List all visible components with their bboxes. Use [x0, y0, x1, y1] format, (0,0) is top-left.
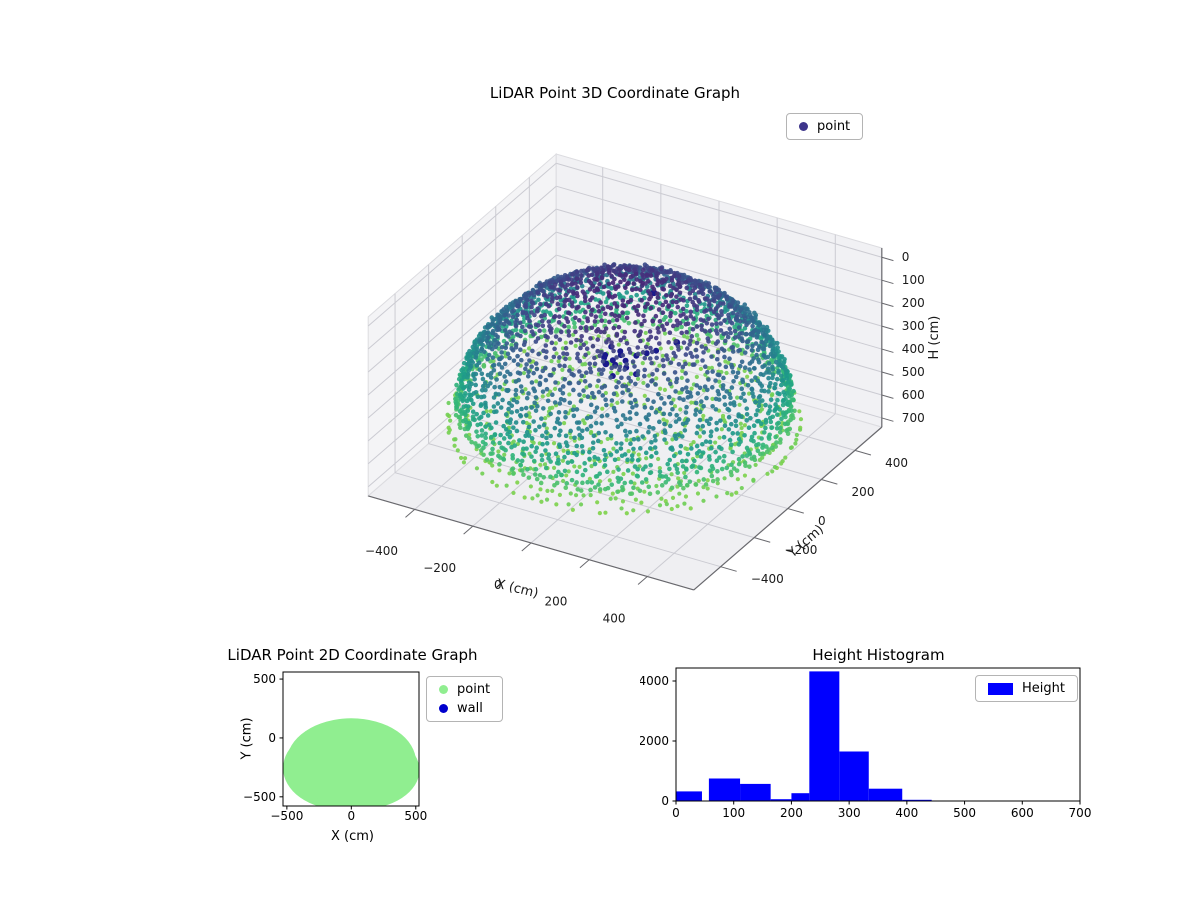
histogram-title: Height Histogram — [812, 646, 945, 664]
plot-3d-canvas — [300, 120, 940, 660]
legend-label-height: Height — [1022, 681, 1065, 696]
svg-text:600: 600 — [1011, 806, 1034, 820]
svg-text:500: 500 — [404, 809, 427, 823]
wall-marker-icon — [439, 704, 448, 713]
plot-2d-legend: point wall — [426, 676, 504, 722]
svg-text:100: 100 — [722, 806, 745, 820]
histogram-legend: Height — [975, 675, 1078, 702]
legend-entry-height: Height — [988, 681, 1065, 696]
svg-text:0: 0 — [268, 731, 276, 745]
legend-label-point: point — [457, 682, 491, 697]
height-bar-swatch-icon — [988, 682, 1013, 695]
svg-text:700: 700 — [1069, 806, 1092, 820]
point-marker-icon — [439, 685, 448, 694]
svg-text:0: 0 — [348, 809, 356, 823]
plot-2d-ylabel: Y (cm) — [239, 717, 255, 760]
plot-3d-title: LiDAR Point 3D Coordinate Graph — [489, 84, 741, 102]
point-marker-icon — [799, 122, 808, 131]
plot-2d-title: LiDAR Point 2D Coordinate Graph — [227, 646, 478, 664]
svg-text:−500: −500 — [243, 790, 276, 804]
legend-label-wall: wall — [457, 701, 483, 716]
plot-3d-legend: point — [786, 113, 864, 140]
svg-text:400: 400 — [895, 806, 918, 820]
svg-text:−500: −500 — [270, 809, 303, 823]
legend-entry-point: point — [799, 119, 850, 134]
svg-text:300: 300 — [838, 806, 861, 820]
svg-text:500: 500 — [253, 672, 276, 686]
svg-text:0: 0 — [661, 794, 669, 808]
legend-entry-wall: wall — [439, 701, 490, 716]
svg-text:0: 0 — [672, 806, 680, 820]
svg-text:500: 500 — [953, 806, 976, 820]
plot-2d-canvas: −500 0 500 −500 0 500 — [243, 671, 427, 823]
plot-2d-xlabel: X (cm) — [331, 829, 374, 844]
svg-text:4000: 4000 — [640, 674, 669, 688]
svg-text:200: 200 — [780, 806, 803, 820]
legend-entry-point: point — [439, 682, 490, 697]
svg-text:2000: 2000 — [640, 734, 669, 748]
legend-label-point: point — [817, 119, 851, 134]
histogram-canvas: 0 100 200 300 400 500 600 700 0 2000 4000 — [640, 667, 1092, 820]
